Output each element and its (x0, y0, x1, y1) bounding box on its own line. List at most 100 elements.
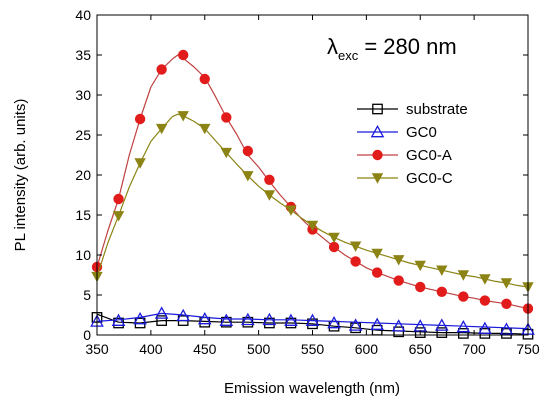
legend-marker (372, 103, 383, 115)
data-point (262, 312, 277, 326)
lambda-symbol: λ (327, 34, 338, 59)
data-point (285, 205, 297, 216)
series-line (96, 313, 529, 335)
legend-label: GC0-A (406, 147, 452, 164)
data-point (370, 317, 384, 330)
data-point (113, 193, 124, 205)
data-point (264, 174, 275, 185)
x-tick-label: 500 (247, 341, 271, 357)
data-point (349, 241, 362, 252)
data-point (306, 220, 319, 232)
data-point (305, 313, 320, 326)
y-tick-label: 10 (75, 247, 91, 263)
legend-label: GC0-C (406, 170, 453, 187)
data-point (219, 313, 234, 326)
data-point (458, 291, 469, 302)
excitation-value: = 280 nm (358, 34, 456, 59)
y-tick-label: 30 (75, 87, 91, 103)
data-point (221, 112, 232, 123)
legend-item-GC0-C: GC0-C (357, 170, 453, 187)
x-tick-label: 700 (462, 341, 486, 357)
legend-item-GC0: GC0 (357, 124, 437, 141)
x-tick-label: 750 (516, 341, 540, 357)
y-tick-label: 25 (75, 127, 91, 143)
data-point (393, 326, 405, 338)
data-point (436, 286, 447, 297)
data-point (479, 295, 491, 306)
x-tick-label: 600 (355, 341, 379, 357)
data-point (241, 312, 255, 326)
data-point (156, 64, 167, 75)
data-point (263, 190, 276, 201)
data-point (242, 171, 254, 182)
legend-item-substrate: substrate (357, 101, 468, 118)
x-tick-label: 450 (193, 341, 217, 357)
series-line (96, 113, 529, 288)
legend-label: substrate (406, 101, 468, 118)
data-point (134, 113, 146, 125)
series-GC0 (90, 306, 535, 335)
y-tick-label: 15 (75, 207, 91, 223)
data-point (456, 319, 471, 333)
data-point (328, 241, 340, 253)
x-tick-label: 650 (409, 341, 433, 357)
legend-label: GC0 (406, 124, 437, 141)
legend-marker (372, 149, 383, 161)
data-point (328, 232, 340, 244)
data-point (500, 278, 513, 289)
series-layer (90, 49, 535, 340)
data-point (242, 145, 254, 157)
data-point (415, 281, 426, 293)
x-tick-label: 350 (85, 341, 109, 357)
data-point (436, 327, 448, 338)
data-point (391, 319, 406, 332)
data-point (156, 315, 167, 326)
data-point (134, 158, 146, 169)
data-point (284, 313, 298, 326)
series-GC0-C (91, 111, 534, 293)
y-tick-label: 0 (83, 327, 91, 343)
y-tick-label: 35 (75, 47, 91, 63)
data-point (220, 147, 232, 159)
y-tick-label: 5 (83, 287, 91, 303)
data-point (457, 328, 469, 339)
data-point (327, 315, 341, 329)
data-point (199, 123, 211, 135)
y-axis-title: PL intensity (arb. units) (12, 99, 29, 252)
y-tick-label: 40 (75, 7, 91, 23)
data-point (154, 306, 169, 319)
data-point (501, 298, 512, 309)
data-point (197, 311, 212, 325)
legend-marker (370, 124, 385, 138)
data-point (414, 260, 426, 272)
data-point (199, 73, 210, 85)
data-point (348, 318, 363, 331)
data-point (112, 211, 125, 222)
legend: substrate GC0 GC0-A GC0-C (357, 101, 468, 187)
data-point (457, 270, 470, 281)
data-point (176, 308, 190, 322)
data-point (393, 275, 404, 286)
data-point (155, 123, 168, 135)
data-point (436, 265, 448, 276)
series-line (96, 312, 529, 330)
data-point (133, 311, 147, 325)
data-point (435, 318, 449, 331)
x-axis-title: Emission wavelength (nm) (224, 380, 400, 397)
data-point (393, 255, 405, 266)
data-point (499, 322, 514, 335)
data-point (371, 267, 383, 278)
ticks-layer: 350 400 450 500 550 600 650 700 750 0 5 10 15 20 25 30 3… (75, 7, 539, 357)
data-point (177, 111, 189, 122)
legend-item-GC0-A: GC0-A (357, 147, 452, 164)
x-tick-label: 400 (139, 341, 163, 357)
x-tick-label: 550 (301, 341, 325, 357)
data-point (371, 248, 383, 260)
data-point (350, 256, 361, 267)
data-point (414, 327, 426, 338)
data-point (111, 313, 126, 326)
data-point (178, 49, 189, 61)
lambda-subscript: exc (338, 48, 359, 63)
